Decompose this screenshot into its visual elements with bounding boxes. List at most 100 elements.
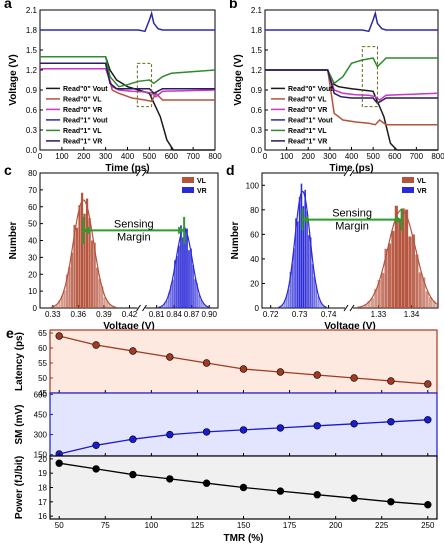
y-tick-label: 1.2 [26, 66, 38, 75]
legend-swatch [182, 177, 194, 183]
axis-break-mark [136, 169, 141, 177]
histogram-bar [377, 280, 381, 308]
data-point [313, 371, 321, 379]
histogram-bar [285, 294, 288, 308]
histogram-bar [360, 306, 364, 308]
legend-label: Read"0" VR [63, 107, 102, 114]
y-tick-label: 0.6 [251, 106, 263, 115]
axis-break-mark [349, 169, 355, 177]
y-tick-label: 0.6 [26, 106, 38, 115]
x-tick-label: 0.73 [292, 310, 308, 319]
arrow-head [302, 215, 309, 224]
histogram-bar [296, 221, 299, 308]
arrow-head [83, 226, 90, 235]
data-point [166, 430, 174, 439]
y-tick-label: 10 [28, 287, 37, 296]
x-tick-label: 0.90 [201, 310, 217, 319]
histogram-bar [194, 279, 196, 308]
histogram-bar [321, 303, 323, 308]
x-tick-label: 150 [237, 521, 251, 530]
histogram-bar [432, 300, 436, 308]
x-tick-label: 50 [55, 521, 64, 530]
arrow-head [395, 215, 402, 224]
series-line [40, 55, 215, 151]
panel-label: b [229, 0, 238, 11]
axis-break-mark [142, 304, 147, 312]
histogram-bar [398, 220, 402, 308]
histogram-bar [405, 209, 409, 308]
histogram-bar [206, 306, 208, 308]
histogram-bar [418, 272, 422, 308]
histogram-bar [317, 296, 319, 308]
series-line [265, 69, 438, 105]
y-tick-label: 20 [38, 455, 47, 464]
x-tick-label: 0.84 [166, 310, 182, 319]
x-tick-label: 500 [143, 152, 157, 161]
axis-break-mark [349, 304, 355, 312]
histogram-bar [170, 285, 172, 308]
data-point [239, 483, 248, 492]
data-point [202, 428, 211, 436]
histogram-bar [111, 306, 114, 308]
legend-label: Read"0" Vout [288, 86, 333, 93]
x-tick-label: 0.81 [149, 310, 165, 319]
y-tick-label: 0 [255, 304, 260, 313]
histogram-bar [287, 289, 290, 308]
histogram-bar [186, 228, 188, 308]
data-point [424, 501, 432, 509]
histogram-bar [308, 235, 310, 308]
y-tick-label: 55 [38, 359, 47, 368]
series-line [40, 10, 215, 33]
histogram-bar [428, 297, 433, 308]
histogram-bar [55, 304, 58, 308]
histogram-bar [295, 218, 297, 308]
x-tick-label: 400 [121, 152, 135, 161]
axis-break-mark [142, 169, 147, 177]
histogram-bar [78, 205, 81, 308]
histogram-bar [381, 272, 385, 308]
data-point [239, 426, 248, 434]
histogram-bar [80, 192, 84, 308]
data-point [166, 353, 174, 361]
x-tick-label: 0.42 [122, 310, 138, 319]
y-tick-label: 19 [38, 469, 47, 478]
data-point [387, 418, 395, 426]
subplot-frame [49, 329, 438, 394]
histogram-bar [96, 267, 99, 308]
data-point [129, 470, 137, 479]
x-tick-label: 200 [77, 152, 91, 161]
histogram-bar [282, 304, 284, 308]
y-axis-label: Latency (ps) [14, 332, 25, 391]
x-axis-label: Time (ps) [329, 163, 373, 174]
legend-label: Read"1" VL [63, 128, 102, 135]
legend-swatch [402, 177, 414, 183]
histogram-bar [422, 277, 426, 308]
histogram-bar [172, 279, 174, 308]
y-axis-label: Power (fJ/bit) [14, 456, 25, 519]
histogram-bar [106, 300, 109, 308]
data-point [55, 459, 63, 467]
histogram-bar [364, 304, 368, 308]
y-tick-label: 17 [38, 498, 47, 507]
y-tick-label: 80 [250, 206, 259, 215]
histogram-bar [370, 298, 374, 308]
y-tick-label: 1.5 [26, 46, 38, 55]
x-tick-label: 100 [55, 152, 69, 161]
histogram-bar [435, 304, 439, 308]
histogram-bar [391, 230, 395, 308]
legend-label: Read"1" VL [288, 128, 327, 135]
histogram-bar [401, 208, 405, 308]
histogram-bar [73, 224, 76, 308]
histogram-bar [188, 250, 190, 308]
histogram-bar [161, 305, 164, 308]
x-tick-label: 0.33 [45, 310, 61, 319]
x-tick-label: 0 [38, 152, 43, 161]
x-tick-label: 125 [191, 521, 205, 530]
histogram-bar [182, 237, 184, 308]
fit-curve [50, 199, 117, 308]
histogram-bar [103, 297, 106, 308]
y-tick-label: 30 [28, 253, 37, 262]
series-line [265, 10, 438, 33]
data-point [350, 494, 358, 502]
